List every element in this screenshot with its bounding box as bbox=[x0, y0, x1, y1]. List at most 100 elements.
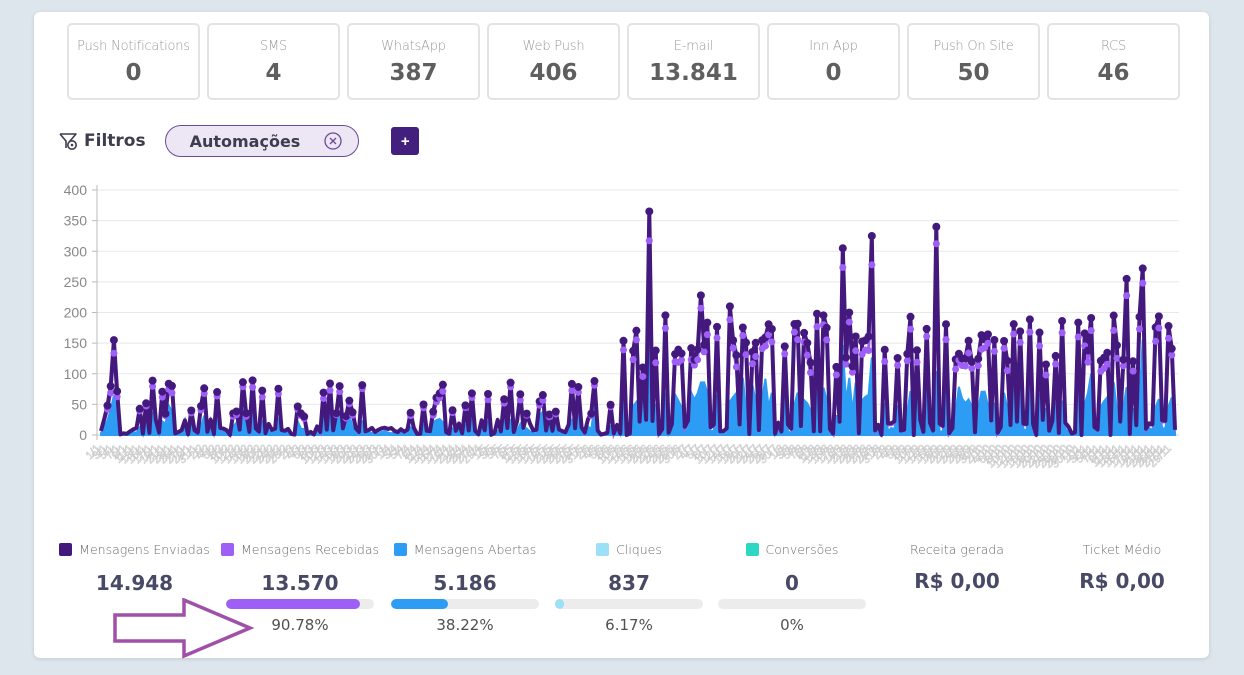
channel-push-notifications[interactable]: Push Notifications 0 bbox=[67, 23, 200, 100]
data-point-recebidas bbox=[768, 338, 776, 346]
channel-push-on-site[interactable]: Push On Site 50 bbox=[907, 23, 1040, 100]
data-point-enviadas bbox=[319, 388, 328, 397]
channel-sms[interactable]: SMS 4 bbox=[207, 23, 340, 100]
data-point-enviadas bbox=[661, 311, 670, 320]
data-point-enviadas bbox=[751, 338, 760, 347]
data-point-enviadas bbox=[213, 388, 222, 397]
data-point-enviadas bbox=[1016, 327, 1025, 336]
channel-value: 50 bbox=[957, 60, 990, 86]
data-point-recebidas bbox=[952, 365, 960, 373]
stat-value: 5.186 bbox=[433, 571, 497, 595]
data-point-recebidas bbox=[1155, 324, 1163, 332]
data-point-recebidas bbox=[1136, 325, 1144, 333]
data-point-enviadas bbox=[109, 336, 118, 345]
data-point-recebidas bbox=[923, 332, 931, 340]
data-point-enviadas bbox=[406, 408, 415, 417]
data-point-enviadas bbox=[200, 384, 209, 393]
channel-inn-app[interactable]: Inn App 0 bbox=[767, 23, 900, 100]
data-point-enviadas bbox=[845, 308, 854, 317]
y-tick-label: 0 bbox=[79, 427, 87, 443]
data-point-recebidas bbox=[652, 359, 660, 367]
stat-value: R$ 0,00 bbox=[914, 569, 1000, 593]
data-point-recebidas bbox=[1010, 330, 1018, 338]
data-point-recebidas bbox=[158, 393, 166, 401]
data-point-recebidas bbox=[1119, 362, 1127, 370]
data-point-enviadas bbox=[196, 402, 205, 411]
stat-value: 837 bbox=[608, 571, 650, 595]
data-point-recebidas bbox=[697, 304, 705, 312]
add-filter-button[interactable]: + bbox=[391, 127, 420, 155]
data-point-recebidas bbox=[790, 328, 798, 336]
data-point-recebidas bbox=[742, 351, 750, 359]
data-point-recebidas bbox=[794, 336, 802, 344]
legend-item-recebidas[interactable]: Mensagens Recebidas bbox=[220, 542, 380, 557]
data-point-enviadas bbox=[964, 336, 973, 345]
data-point-recebidas bbox=[803, 351, 811, 359]
data-point-enviadas bbox=[242, 409, 251, 418]
data-point-enviadas bbox=[619, 336, 628, 345]
data-point-recebidas bbox=[1165, 334, 1173, 342]
line-chart: 0501001502002503003504001/13/15/17/19/11… bbox=[64, 182, 1179, 471]
channel-web-push[interactable]: Web Push 406 bbox=[487, 23, 620, 100]
data-point-recebidas bbox=[1129, 367, 1137, 375]
data-point-recebidas bbox=[848, 368, 856, 376]
legend-item-abertas[interactable]: Mensagens Abertas bbox=[385, 542, 545, 557]
data-point-recebidas bbox=[1168, 351, 1176, 359]
filters-bar: Filtros Automações + bbox=[58, 125, 420, 157]
stat-cliques: Cliques 837 6.17% bbox=[549, 542, 709, 634]
progress-fill bbox=[226, 599, 361, 609]
data-point-recebidas bbox=[1084, 358, 1092, 366]
data-point-enviadas bbox=[687, 344, 696, 353]
channel-rcs[interactable]: RCS 46 bbox=[1047, 23, 1180, 100]
data-point-enviadas bbox=[803, 338, 812, 347]
legend-label: Mensagens Abertas bbox=[413, 542, 537, 557]
data-point-recebidas bbox=[149, 382, 157, 390]
data-point-recebidas bbox=[113, 393, 121, 401]
channel-label: Push On Site bbox=[933, 39, 1014, 54]
channel-email[interactable]: E-mail 13.841 bbox=[627, 23, 760, 100]
data-point-recebidas bbox=[974, 362, 982, 370]
legend-item-conversoes[interactable]: Conversões bbox=[712, 542, 872, 557]
data-point-enviadas bbox=[567, 379, 576, 388]
data-point-recebidas bbox=[326, 386, 334, 394]
data-point-recebidas bbox=[1003, 367, 1011, 375]
channel-whatsapp[interactable]: WhatsApp 387 bbox=[347, 23, 480, 100]
data-point-enviadas bbox=[106, 382, 115, 391]
legend-item-cliques[interactable]: Cliques bbox=[549, 542, 709, 557]
legend-item-enviadas[interactable]: Mensagens Enviadas bbox=[52, 542, 217, 557]
data-point-enviadas bbox=[793, 319, 802, 328]
close-circle-icon[interactable] bbox=[324, 132, 342, 150]
data-point-recebidas bbox=[813, 323, 821, 331]
data-point-recebidas bbox=[748, 360, 756, 368]
data-point-recebidas bbox=[1052, 360, 1060, 368]
data-point-enviadas bbox=[161, 409, 170, 418]
data-point-enviadas bbox=[906, 312, 915, 321]
legend-label: Conversões bbox=[765, 542, 839, 557]
data-point-enviadas bbox=[1080, 329, 1089, 338]
channel-label: Inn App bbox=[809, 39, 858, 54]
data-point-recebidas bbox=[832, 371, 840, 379]
data-point-enviadas bbox=[1035, 328, 1044, 337]
filter-chip-automacoes[interactable]: Automações bbox=[164, 125, 360, 157]
stat-enviadas: Mensagens Enviadas 14.948 bbox=[52, 542, 217, 595]
data-point-recebidas bbox=[694, 356, 702, 364]
data-point-enviadas bbox=[851, 332, 860, 341]
data-point-enviadas bbox=[1138, 264, 1147, 273]
stat-abertas: Mensagens Abertas 5.186 38.22% bbox=[385, 542, 545, 634]
data-point-recebidas bbox=[894, 361, 902, 369]
data-point-enviadas bbox=[961, 354, 970, 363]
data-point-enviadas bbox=[1009, 320, 1018, 329]
data-point-enviadas bbox=[729, 336, 738, 345]
data-point-enviadas bbox=[142, 399, 151, 408]
legend-swatch bbox=[220, 543, 234, 556]
data-point-recebidas bbox=[1026, 328, 1034, 336]
data-point-enviadas bbox=[1164, 322, 1173, 331]
data-point-recebidas bbox=[732, 363, 740, 371]
channel-value: 406 bbox=[529, 60, 578, 86]
data-point-recebidas bbox=[965, 349, 973, 357]
data-point-recebidas bbox=[1113, 354, 1121, 362]
data-point-recebidas bbox=[168, 389, 176, 397]
data-point-enviadas bbox=[1025, 315, 1034, 324]
data-point-enviadas bbox=[467, 389, 476, 398]
data-point-enviadas bbox=[1003, 356, 1012, 365]
